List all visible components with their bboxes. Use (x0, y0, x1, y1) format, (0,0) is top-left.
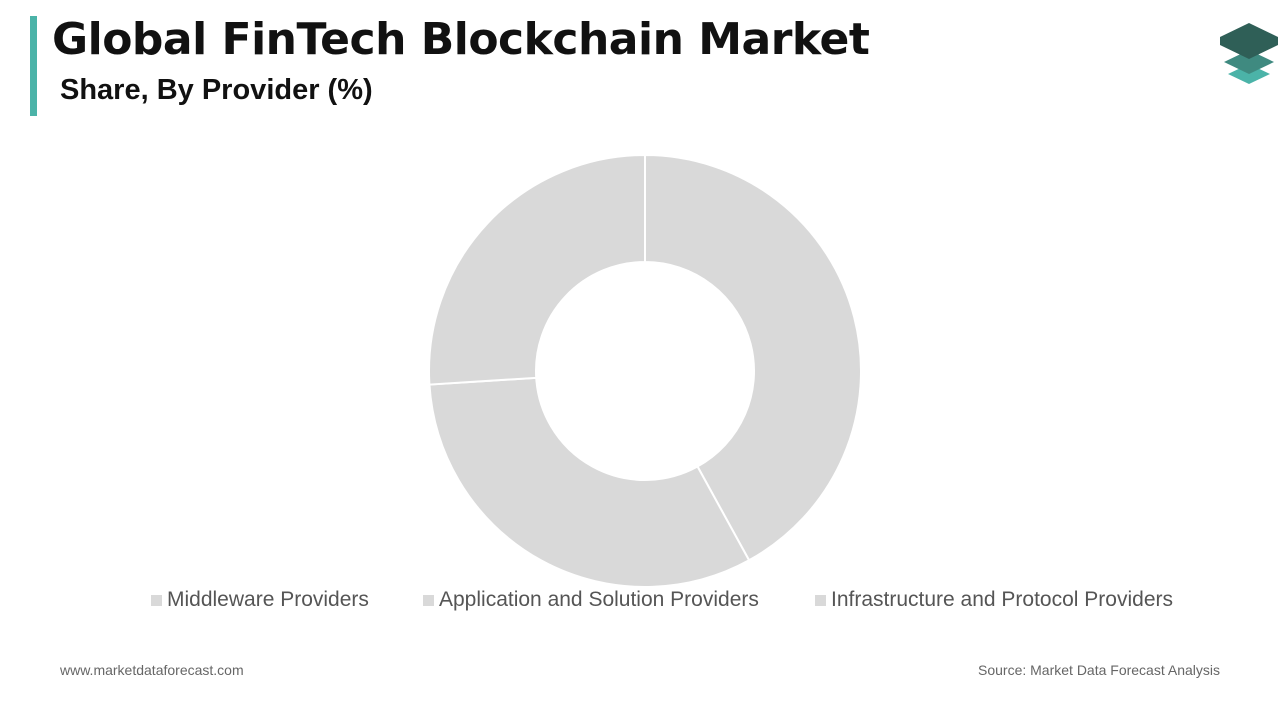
donut-slice-infrastructure (428, 153, 646, 386)
legend-swatch (423, 594, 434, 606)
legend-item-infrastructure: Infrastructure and Protocol Providers (815, 588, 1173, 612)
legend-swatch (151, 594, 162, 606)
logo-layer-top (1220, 23, 1278, 59)
chart-title: Global FinTech Blockchain Market (52, 14, 870, 65)
title-accent-bar (30, 16, 37, 116)
legend-label: Infrastructure and Protocol Providers (831, 588, 1173, 611)
legend-label: Application and Solution Providers (439, 588, 759, 611)
legend-item-application: Application and Solution Providers (423, 588, 759, 612)
legend-item-middleware: Middleware Providers (151, 588, 369, 612)
donut-slice-application (428, 376, 751, 588)
footer-website: www.marketdataforecast.com (60, 662, 244, 678)
legend-label: Middleware Providers (167, 588, 369, 611)
brand-logo-icon (1220, 23, 1278, 84)
logo-layer-middle (1224, 50, 1274, 74)
legend-swatch (815, 594, 826, 606)
chart-legend: Middleware Providers Application and Sol… (0, 588, 1280, 614)
footer-source: Source: Market Data Forecast Analysis (978, 662, 1220, 678)
donut-slice-middleware (644, 153, 862, 562)
chart-subtitle: Share, By Provider (%) (60, 74, 373, 106)
